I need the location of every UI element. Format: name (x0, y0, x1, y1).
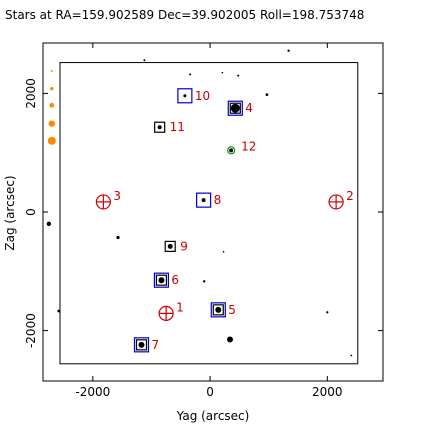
x-tick-label: 0 (206, 385, 214, 399)
star-dot (57, 309, 61, 313)
acq-box (135, 339, 148, 351)
marker-label: 8 (214, 193, 222, 207)
star-dot (116, 235, 120, 240)
star-dot (215, 306, 222, 313)
acq-box (155, 274, 168, 286)
acq-box (212, 304, 224, 316)
star-dot (167, 243, 173, 249)
marker-label: 4 (245, 101, 253, 115)
y-tick-label: 2000 (24, 78, 38, 109)
guide-box (177, 88, 193, 104)
marker-label: 2 (346, 189, 354, 203)
acq-box (229, 102, 241, 114)
mag-scale-dot (50, 69, 53, 72)
star-dot (143, 59, 146, 62)
y-tick-label: -2000 (24, 313, 38, 348)
mag-scale-dot (50, 86, 54, 91)
guide-box (153, 272, 170, 288)
marker-label: 5 (228, 303, 236, 317)
y-axis-label: Zag (arcsec) (3, 175, 17, 250)
star-dot (158, 277, 165, 284)
x-tick-label: -2000 (75, 385, 110, 399)
star-dot (229, 148, 234, 153)
y-tick-label: 0 (24, 208, 38, 216)
star-dot (138, 341, 145, 348)
marker-label: 10 (195, 89, 210, 103)
chart-title: Stars at RA=159.902589 Dec=39.902005 Rol… (5, 8, 364, 22)
guide-box (210, 302, 226, 318)
guide-box (196, 192, 212, 208)
star-dot (230, 103, 240, 113)
marker-label: 3 (113, 189, 121, 203)
marker-label: 6 (171, 273, 179, 287)
field-of-view-box (59, 62, 359, 365)
star-dot (350, 354, 353, 357)
acq-box (154, 121, 166, 133)
mag-scale-dot (47, 136, 56, 145)
mon-circle (227, 146, 236, 155)
star-dot (237, 74, 240, 77)
guide-box (133, 337, 150, 353)
star-dot (227, 336, 233, 343)
guide-box (227, 100, 243, 116)
star-dot (287, 49, 290, 52)
star-dot (46, 221, 52, 227)
star-dot (157, 125, 162, 130)
star-dot (201, 198, 206, 203)
axes: -2000 0 2000 -2000 0 2000 (24, 42, 384, 399)
x-tick-label: 2000 (312, 385, 343, 399)
acq-box (164, 240, 176, 252)
star-dot (221, 71, 224, 74)
star-dot (265, 93, 269, 96)
x-axis-label: Yag (arcsec) (176, 409, 250, 423)
star-dot (326, 311, 329, 314)
star-dot (183, 94, 187, 98)
mag-scale-dot (48, 120, 55, 127)
marker-label: 11 (170, 120, 185, 134)
star-dot (189, 73, 192, 76)
marker-label: 12 (241, 139, 256, 153)
star-dot (222, 250, 225, 253)
marker-label: 9 (180, 239, 188, 253)
star-dot (203, 280, 206, 283)
marker-label: 7 (151, 338, 159, 352)
marker-label: 1 (176, 300, 184, 314)
mag-scale-dot (49, 102, 55, 108)
axes-frame (42, 42, 384, 382)
